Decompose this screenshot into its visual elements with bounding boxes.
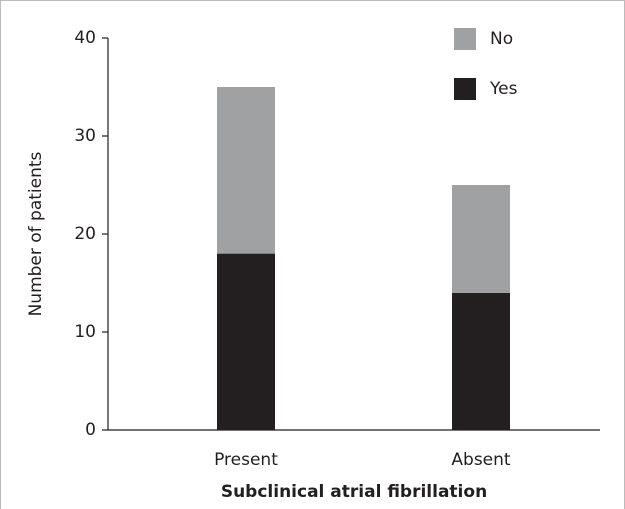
y-tick-label: 40 bbox=[74, 28, 96, 48]
legend-swatch bbox=[454, 28, 476, 50]
x-tick-label: Present bbox=[214, 450, 278, 470]
x-axis-label: Subclinical atrial fibrillation bbox=[221, 482, 487, 502]
y-tick-label: 10 bbox=[74, 322, 96, 342]
bar-segment bbox=[452, 185, 510, 293]
bar-segment bbox=[217, 87, 275, 254]
y-tick-label: 0 bbox=[85, 420, 96, 440]
x-tick-label: Absent bbox=[451, 450, 511, 470]
y-axis-label: Number of patients bbox=[26, 151, 46, 316]
legend-swatch bbox=[454, 78, 476, 100]
bar-segment bbox=[217, 253, 275, 430]
legend-label: Yes bbox=[489, 79, 518, 99]
bar-segment bbox=[452, 292, 510, 430]
y-tick-label: 30 bbox=[74, 126, 96, 146]
legend-label: No bbox=[490, 29, 513, 49]
y-tick-label: 20 bbox=[74, 224, 96, 244]
